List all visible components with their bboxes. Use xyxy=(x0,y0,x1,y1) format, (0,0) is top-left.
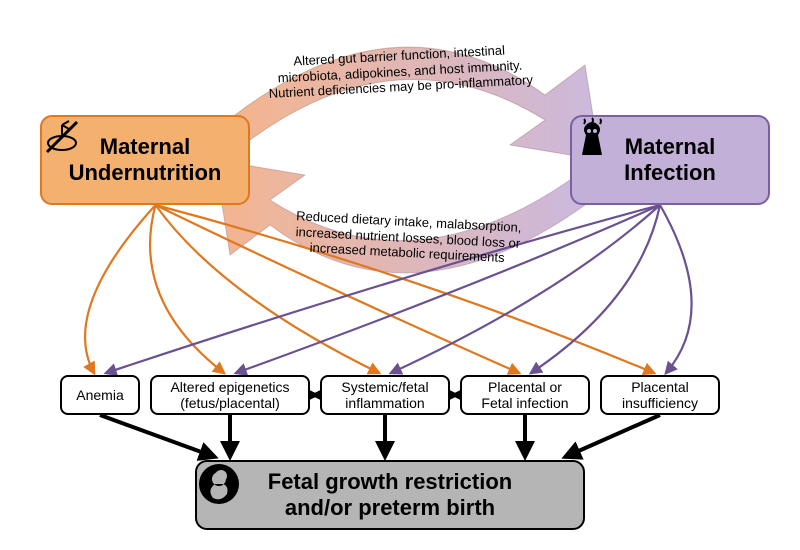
placinf-label: Placental orFetal infection xyxy=(481,379,568,411)
no-food-icon xyxy=(42,117,82,157)
node-maternal-undernutrition: MaternalUndernutrition xyxy=(40,115,250,205)
node-altered-epigenetics: Altered epigenetics(fetus/placental) xyxy=(150,375,310,415)
node-placental-fetal-infection: Placental orFetal infection xyxy=(460,375,590,415)
epigen-label: Altered epigenetics(fetus/placental) xyxy=(170,379,289,411)
node-maternal-infection: MaternalInfection xyxy=(570,115,770,205)
fetus-icon xyxy=(197,462,241,506)
pathogen-icon xyxy=(572,117,610,159)
node-placental-insufficiency: Placentalinsufficiency xyxy=(600,375,720,415)
node-anemia: Anemia xyxy=(60,375,140,415)
inflamm-label: Systemic/fetalinflammation xyxy=(341,379,428,411)
infection-label: MaternalInfection xyxy=(624,134,716,186)
node-systemic-inflammation: Systemic/fetalinflammation xyxy=(320,375,450,415)
node-fetal-outcome: Fetal growth restrictionand/or preterm b… xyxy=(195,460,585,530)
undernutrition-label: MaternalUndernutrition xyxy=(69,134,222,186)
placinsuf-label: Placentalinsufficiency xyxy=(622,379,698,411)
outcome-label: Fetal growth restrictionand/or preterm b… xyxy=(268,469,512,521)
anemia-label: Anemia xyxy=(76,387,123,403)
